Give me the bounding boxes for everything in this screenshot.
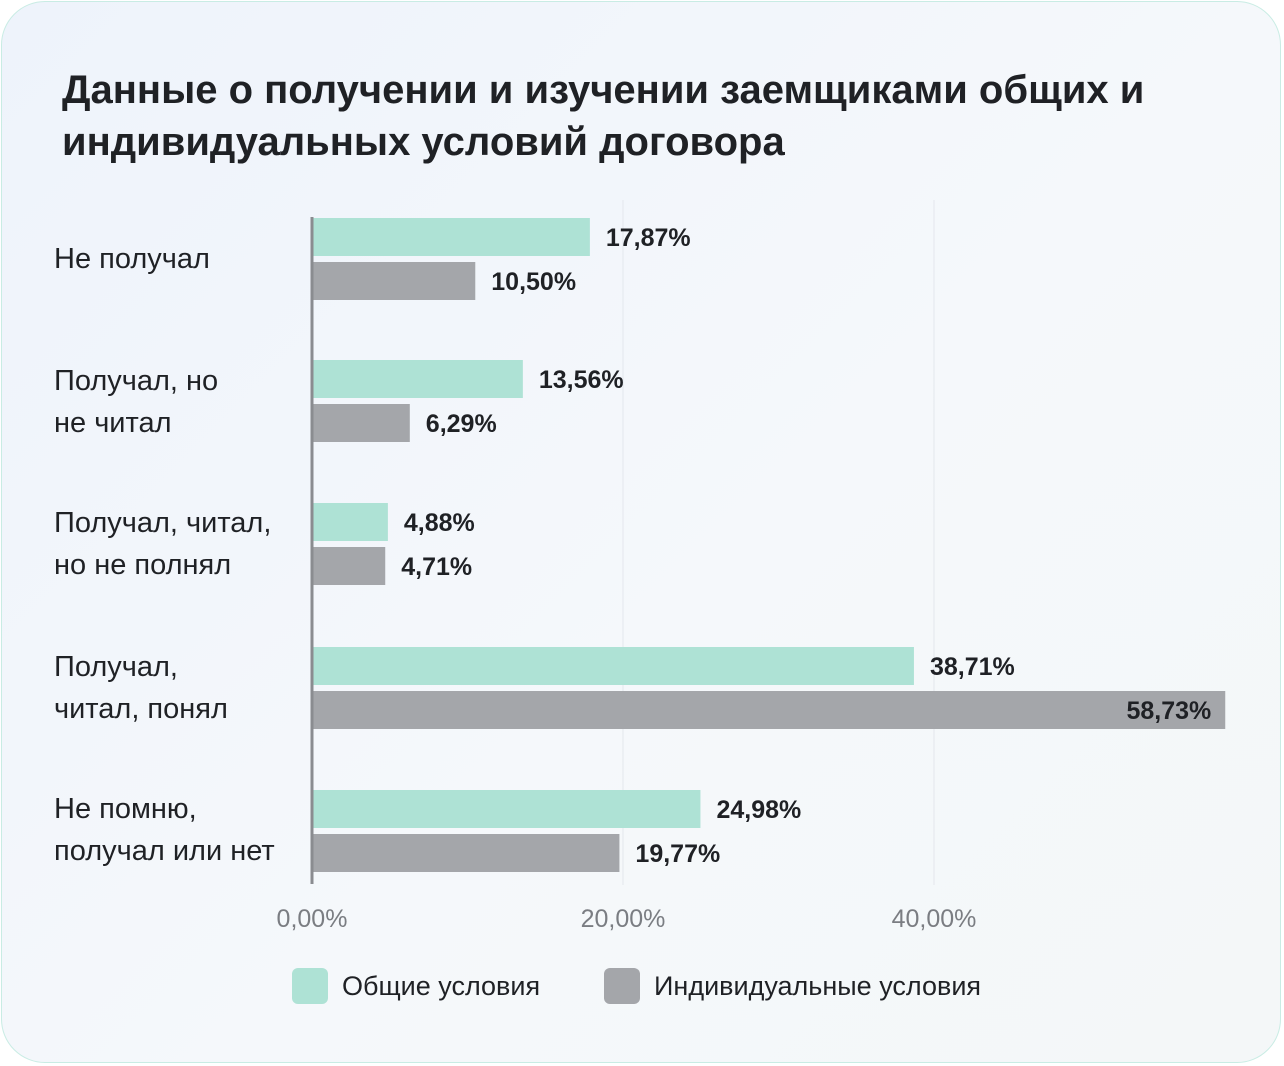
bar-value-label: 4,71% xyxy=(401,553,472,581)
bar-general xyxy=(312,503,388,541)
legend-label-general: Общие условия xyxy=(342,970,541,1001)
legend-swatch-individual xyxy=(604,968,640,1004)
x-tick-label: 20,00% xyxy=(581,905,666,933)
x-tick-label: 0,00% xyxy=(277,905,348,933)
legend-item-general: Общие условия xyxy=(292,968,540,1004)
category-label-not-received: Не получал xyxy=(54,243,210,275)
bar-individual xyxy=(312,834,620,872)
bar-general xyxy=(312,790,701,828)
bar-value-label: 10,50% xyxy=(491,268,576,296)
chart-title-line-1: Данные о получении и изучении заемщиками… xyxy=(62,68,1145,112)
bar-general xyxy=(312,647,914,685)
bar-value-label: 17,87% xyxy=(606,224,691,252)
bar-individual xyxy=(312,404,410,442)
bar-value-label: 38,71% xyxy=(930,653,1015,681)
bar-value-label: 58,73% xyxy=(1126,697,1211,725)
bar-individual xyxy=(312,262,476,300)
category-label-received-read-understood: Получал, читал, понял xyxy=(54,651,228,725)
bar-individual xyxy=(312,691,1226,729)
legend-label-individual: Индивидуальные условия xyxy=(654,970,982,1001)
bar-value-label: 4,88% xyxy=(404,509,475,537)
legend-item-individual: Индивидуальные условия xyxy=(604,968,981,1004)
bar-value-label: 6,29% xyxy=(426,410,497,438)
bar-individual xyxy=(312,547,386,585)
bar-value-label: 13,56% xyxy=(539,366,624,394)
category-label-received-not-read: Получал, но не читал xyxy=(54,365,219,439)
bar-general xyxy=(312,218,590,256)
bar-general xyxy=(312,360,523,398)
chart-title: Данные о получении и изучении заемщиками… xyxy=(62,64,1242,168)
bar-value-label: 19,77% xyxy=(635,840,720,868)
legend-swatch-general xyxy=(292,968,328,1004)
bar-value-label: 24,98% xyxy=(716,796,801,824)
category-label-dont-remember: Не помню, получал или нет xyxy=(54,793,275,867)
chart-title-line-2: индивидуальных условий договора xyxy=(62,120,785,164)
category-label-received-read-not-understood: Получал, читал, но не полнял xyxy=(54,507,272,581)
x-tick-label: 40,00% xyxy=(892,905,977,933)
